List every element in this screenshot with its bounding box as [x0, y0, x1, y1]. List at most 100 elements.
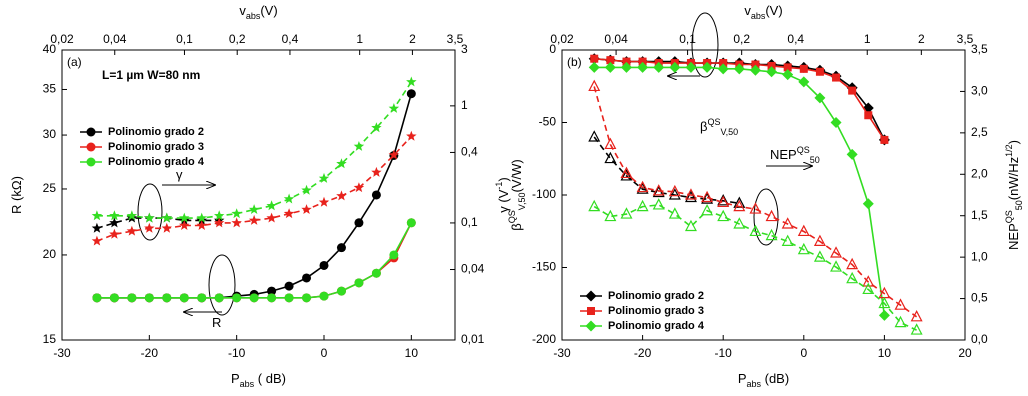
marker [864, 111, 873, 120]
marker [813, 250, 826, 262]
y-tick-label: 20 [43, 247, 57, 261]
marker [604, 151, 617, 164]
marker [622, 57, 631, 66]
marker [701, 203, 714, 216]
x2-tick-label: 2 [409, 32, 416, 46]
marker [179, 220, 190, 230]
marker [318, 196, 330, 207]
x2-tick-label: 0,04 [103, 32, 127, 46]
marker [620, 169, 633, 181]
marker [880, 135, 889, 144]
y-tick-label: 40 [43, 42, 57, 56]
marker [668, 188, 681, 200]
x-axis-label: Pabs ( dB) [231, 371, 286, 389]
panel-label: (b) [567, 55, 582, 69]
x2-tick-label: 0,4 [282, 32, 299, 46]
marker [196, 220, 207, 230]
marker [585, 320, 597, 332]
y2-tick-label: 1 [461, 98, 468, 112]
annotation: R [212, 315, 221, 330]
marker [797, 242, 810, 255]
marker [848, 86, 857, 95]
marker [406, 76, 417, 87]
marker [767, 61, 776, 70]
marker [336, 243, 346, 253]
marker [701, 190, 714, 203]
y2-tick-label: 3,5 [971, 42, 988, 56]
marker [846, 271, 859, 284]
x-tick-label: -30 [553, 346, 571, 360]
marker [749, 64, 761, 76]
label-part: γ [176, 167, 183, 182]
marker [389, 250, 399, 260]
marker [830, 260, 843, 272]
marker [371, 190, 381, 200]
marker [179, 212, 190, 223]
marker [231, 208, 242, 219]
label-part: QS [707, 117, 720, 127]
label-part: ( dB) [254, 371, 286, 386]
marker [283, 208, 295, 219]
marker [336, 286, 346, 296]
marker [144, 222, 155, 233]
marker [668, 184, 681, 197]
marker [717, 209, 730, 222]
marker [910, 310, 923, 322]
y2-tick-label: 0,01 [461, 332, 485, 346]
x-tick-label: -10 [228, 346, 246, 360]
marker [588, 79, 601, 92]
marker [783, 63, 792, 72]
x2-tick-label: 3,5 [957, 32, 974, 46]
y2-tick-label: 0,1 [461, 215, 478, 229]
x2-axis-label: vabs(V) [239, 3, 277, 21]
marker [782, 69, 794, 81]
marker [606, 56, 615, 65]
marker [301, 184, 312, 195]
y2-tick-label: 2,0 [971, 166, 988, 180]
marker [765, 209, 778, 222]
marker [406, 130, 417, 141]
x2-tick-label: 2 [918, 32, 925, 46]
marker [668, 207, 681, 219]
marker [894, 298, 907, 310]
marker [109, 293, 119, 303]
marker [684, 219, 697, 232]
label-part: abs [746, 379, 761, 389]
marker [878, 296, 891, 309]
marker [585, 290, 597, 302]
label-part: (V) [765, 3, 782, 18]
marker [669, 61, 681, 73]
y2-tick-label: 2,5 [971, 125, 988, 139]
marker [302, 293, 312, 303]
series-line [96, 222, 413, 299]
marker [144, 212, 155, 223]
marker [354, 278, 364, 288]
marker [86, 157, 96, 167]
marker [336, 190, 347, 201]
marker [846, 257, 859, 270]
marker [813, 234, 826, 246]
marker [684, 188, 697, 200]
label-part: ) [1006, 140, 1021, 144]
marker [336, 158, 347, 169]
marker [701, 61, 713, 73]
series-line [593, 136, 740, 205]
x-tick-label: -20 [141, 346, 159, 360]
marker [371, 122, 382, 133]
marker [620, 207, 633, 219]
marker [126, 210, 138, 221]
marker [604, 209, 617, 222]
marker [371, 268, 381, 278]
marker [604, 137, 617, 150]
y-axis-label: R (kΩ) [9, 176, 24, 214]
marker [652, 198, 665, 210]
x2-tick-label: 0,1 [176, 32, 193, 46]
x-tick-label: 10 [878, 346, 892, 360]
marker [638, 57, 647, 66]
marker [652, 184, 665, 196]
panel-label: (a) [67, 55, 82, 69]
marker [749, 202, 762, 214]
marker [214, 210, 225, 221]
marker [214, 217, 225, 228]
